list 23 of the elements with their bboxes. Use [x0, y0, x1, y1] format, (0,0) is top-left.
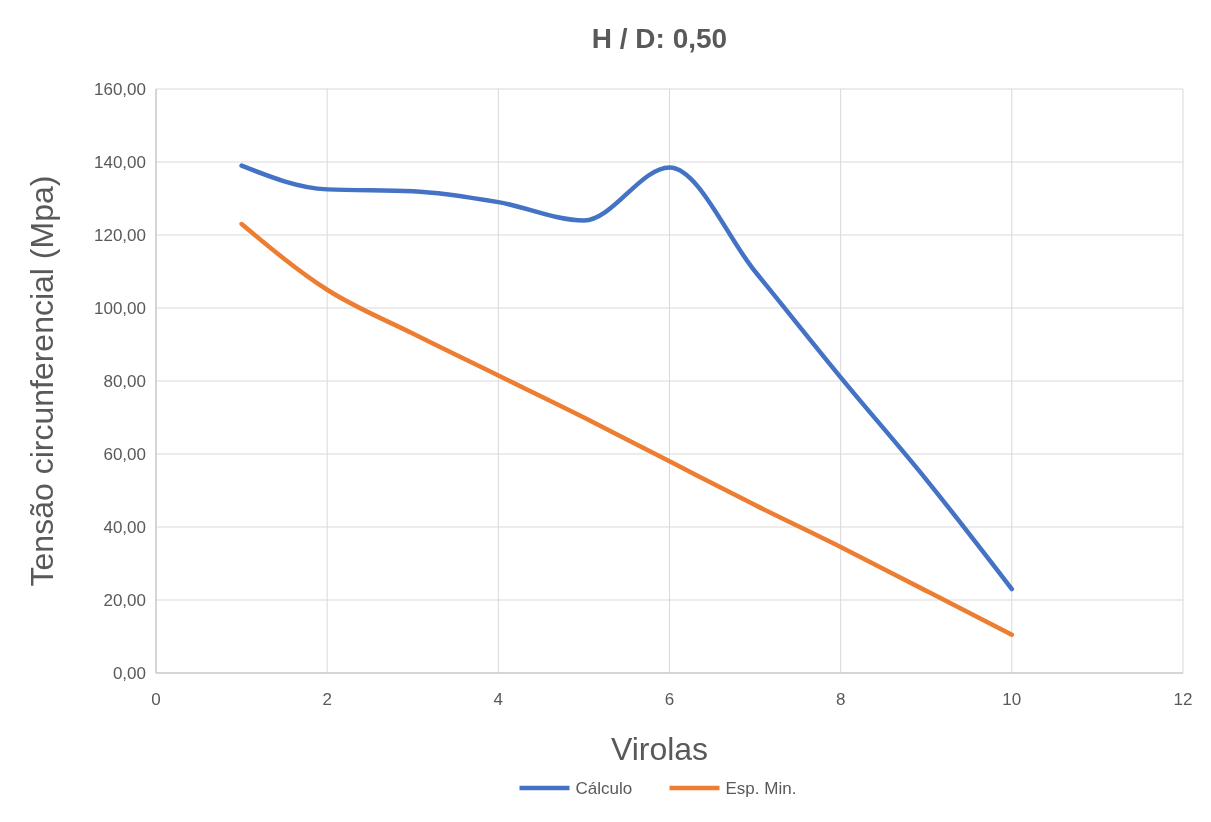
y-tick-label: 100,00 — [94, 298, 146, 318]
y-tick-label: 20,00 — [103, 590, 146, 610]
y-tick-label: 0,00 — [112, 663, 146, 683]
x-tick-label: 0 — [151, 690, 161, 709]
y-tick-label: 160,00 — [94, 79, 146, 99]
x-tick-label: 2 — [322, 690, 332, 709]
x-tick-label: 10 — [1002, 690, 1022, 709]
x-tick-label: 8 — [835, 690, 846, 709]
y-tick-label: 60,00 — [103, 444, 146, 464]
x-tick-label: 4 — [493, 690, 504, 709]
y-tick-label: 40,00 — [103, 517, 146, 537]
legend-label: Esp. Min. — [725, 778, 797, 798]
y-tick-label: 120,00 — [94, 225, 146, 245]
y-tick-label: 140,00 — [94, 152, 146, 172]
x-tick-label: 6 — [664, 690, 675, 709]
y-tick-label: 80,00 — [103, 371, 146, 391]
line-series — [239, 221, 1015, 637]
x-tick-label: 12 — [1173, 690, 1193, 709]
x-axis-title: Virolas — [610, 731, 709, 767]
line-series — [239, 163, 1015, 592]
legend-label: Cálculo — [575, 778, 633, 798]
y-axis-title: Tensão circunferencial (Mpa) — [24, 175, 60, 587]
chart-title: H / D: 0,50 — [591, 23, 728, 54]
